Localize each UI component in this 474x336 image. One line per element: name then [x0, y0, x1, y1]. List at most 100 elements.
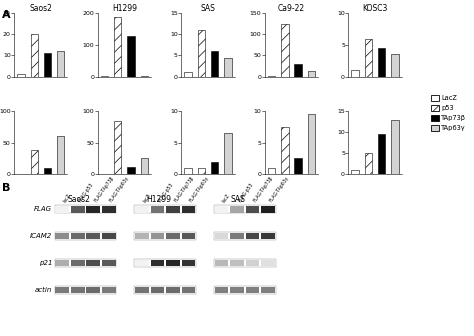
Bar — [215, 233, 228, 240]
Bar — [261, 287, 275, 293]
Text: actin: actin — [35, 287, 52, 293]
Bar — [151, 287, 164, 293]
Text: FLAG-TAp73β: FLAG-TAp73β — [253, 176, 274, 204]
Bar — [71, 206, 85, 213]
Text: FLAG: FLAG — [34, 206, 52, 212]
Bar — [184, 168, 191, 174]
Bar — [30, 150, 38, 174]
Bar — [214, 232, 275, 240]
Text: SAS: SAS — [230, 195, 246, 204]
Bar — [55, 259, 116, 267]
Bar — [261, 206, 275, 213]
Title: KOSC3: KOSC3 — [362, 4, 388, 13]
Bar — [246, 206, 259, 213]
Text: H1299: H1299 — [146, 195, 171, 204]
Bar — [215, 287, 228, 293]
Bar — [135, 232, 196, 240]
Bar — [294, 159, 302, 174]
Bar — [184, 72, 191, 77]
Bar — [230, 260, 244, 266]
Bar — [57, 51, 64, 77]
Text: FLAG-TAp63γ: FLAG-TAp63γ — [109, 176, 130, 204]
Text: Saos2: Saos2 — [67, 195, 90, 204]
Bar — [214, 259, 275, 267]
Text: FLAG-p53: FLAG-p53 — [78, 182, 95, 204]
Bar — [71, 260, 85, 266]
Bar — [166, 287, 180, 293]
Bar — [102, 233, 116, 240]
Bar — [182, 206, 195, 213]
Bar — [102, 206, 116, 213]
Bar — [198, 168, 205, 174]
Bar — [392, 120, 399, 174]
Bar — [281, 24, 289, 77]
Bar — [246, 233, 259, 240]
Bar — [230, 206, 244, 213]
Title: Ca9-22: Ca9-22 — [278, 4, 305, 13]
Bar — [182, 287, 195, 293]
Bar — [151, 233, 164, 240]
Bar — [17, 74, 25, 77]
Bar — [214, 286, 275, 294]
Bar — [246, 287, 259, 293]
Bar — [135, 259, 196, 267]
Bar — [44, 168, 51, 174]
Bar — [102, 260, 116, 266]
Bar — [128, 36, 135, 77]
Bar — [308, 72, 315, 77]
Bar — [351, 70, 359, 77]
Bar — [114, 16, 121, 77]
Bar — [261, 233, 275, 240]
Bar — [224, 57, 232, 77]
Bar — [71, 287, 85, 293]
Text: lacZ: lacZ — [62, 193, 72, 204]
Bar — [128, 167, 135, 174]
Bar — [71, 233, 85, 240]
Bar — [268, 76, 275, 77]
Bar — [86, 287, 100, 293]
Bar — [230, 233, 244, 240]
Text: FLAG-p53: FLAG-p53 — [157, 182, 174, 204]
Bar — [102, 287, 116, 293]
Bar — [166, 206, 180, 213]
Bar — [378, 134, 385, 174]
Title: Saos2: Saos2 — [29, 4, 52, 13]
Bar — [135, 205, 196, 213]
Bar — [268, 168, 275, 174]
Bar — [141, 159, 148, 174]
Bar — [281, 127, 289, 174]
Bar — [30, 35, 38, 77]
Bar — [246, 260, 259, 266]
Text: FLAG-TAp73β: FLAG-TAp73β — [173, 176, 194, 204]
Bar — [214, 205, 275, 213]
Bar — [114, 121, 121, 174]
Bar — [211, 162, 218, 174]
Title: SAS: SAS — [201, 4, 215, 13]
Bar — [55, 287, 69, 293]
Text: lacZ: lacZ — [221, 193, 231, 204]
Bar — [135, 233, 149, 240]
Bar — [351, 170, 359, 174]
Bar — [55, 286, 116, 294]
Y-axis label: relative ICAM2 mRNA: relative ICAM2 mRNA — [0, 11, 1, 79]
Bar — [151, 260, 164, 266]
Text: FLAG-TAp63γ: FLAG-TAp63γ — [188, 176, 210, 204]
Bar — [55, 205, 116, 213]
Bar — [215, 206, 228, 213]
Bar — [55, 260, 69, 266]
Bar — [55, 233, 69, 240]
Text: FLAG-TAp63γ: FLAG-TAp63γ — [268, 176, 290, 204]
Text: FLAG-p53: FLAG-p53 — [237, 182, 254, 204]
Bar — [378, 48, 385, 77]
Bar — [365, 39, 372, 77]
Bar — [365, 153, 372, 174]
Text: B: B — [2, 183, 11, 193]
Bar — [135, 260, 149, 266]
Bar — [135, 206, 149, 213]
Text: lacZ: lacZ — [142, 193, 152, 204]
Bar — [294, 64, 302, 77]
Bar — [166, 233, 180, 240]
Bar — [211, 51, 218, 77]
Bar — [392, 54, 399, 77]
Title: H1299: H1299 — [112, 4, 137, 13]
